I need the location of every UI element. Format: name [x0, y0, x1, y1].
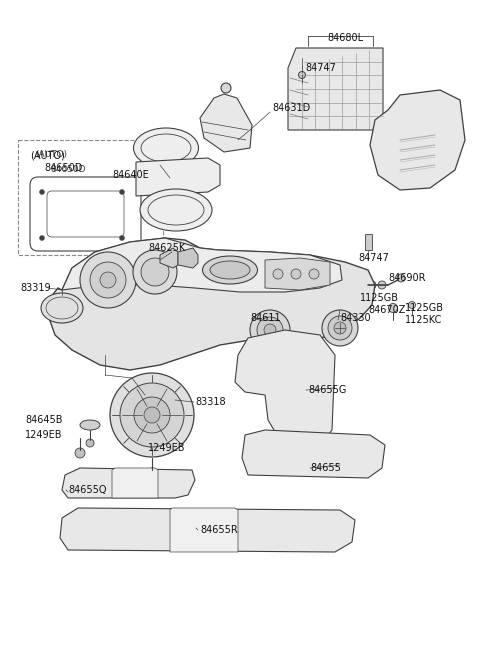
Text: 84747: 84747: [305, 63, 336, 73]
Circle shape: [299, 71, 305, 79]
Circle shape: [408, 301, 416, 309]
Text: 84655: 84655: [310, 463, 341, 473]
Text: 84747: 84747: [358, 253, 389, 263]
Text: 84625K: 84625K: [148, 243, 185, 253]
Circle shape: [221, 83, 231, 93]
Polygon shape: [200, 94, 252, 152]
Ellipse shape: [80, 420, 100, 430]
Circle shape: [120, 236, 124, 240]
Text: (AUTO): (AUTO): [35, 150, 67, 159]
Polygon shape: [160, 248, 178, 268]
Text: 1249EB: 1249EB: [148, 443, 185, 453]
Bar: [365, 234, 372, 250]
Circle shape: [133, 250, 177, 294]
Circle shape: [39, 236, 45, 240]
Circle shape: [328, 316, 352, 340]
Circle shape: [257, 317, 283, 343]
Text: 83318: 83318: [195, 397, 226, 407]
Ellipse shape: [133, 128, 199, 168]
Circle shape: [273, 269, 283, 279]
Circle shape: [309, 269, 319, 279]
Circle shape: [144, 407, 160, 423]
Text: 84330: 84330: [340, 313, 371, 323]
Circle shape: [90, 262, 126, 298]
Text: 1125KC: 1125KC: [405, 315, 443, 325]
Polygon shape: [370, 90, 465, 190]
Text: 84640E: 84640E: [112, 170, 149, 180]
Circle shape: [120, 383, 184, 447]
Circle shape: [80, 252, 136, 308]
Polygon shape: [235, 330, 335, 448]
Polygon shape: [62, 468, 195, 498]
Polygon shape: [60, 508, 355, 552]
Polygon shape: [136, 158, 220, 196]
Polygon shape: [112, 468, 158, 498]
Ellipse shape: [41, 293, 83, 323]
Text: 84680L: 84680L: [327, 33, 363, 43]
Circle shape: [141, 258, 169, 286]
Text: 84645B: 84645B: [25, 415, 62, 425]
Circle shape: [100, 272, 116, 288]
Circle shape: [134, 397, 170, 433]
Text: 84650D: 84650D: [50, 165, 85, 174]
Circle shape: [264, 324, 276, 336]
Text: 84655Q: 84655Q: [68, 485, 107, 495]
Polygon shape: [178, 248, 198, 268]
Text: 84655R: 84655R: [200, 525, 238, 535]
Text: 1125GB: 1125GB: [405, 303, 444, 313]
Text: 84670Z: 84670Z: [368, 305, 406, 315]
Text: 84631D: 84631D: [272, 103, 310, 113]
Polygon shape: [288, 48, 383, 130]
Text: 84650D: 84650D: [44, 163, 83, 173]
Polygon shape: [242, 430, 385, 478]
Circle shape: [39, 189, 45, 195]
Text: 84611: 84611: [250, 313, 281, 323]
Polygon shape: [265, 258, 330, 290]
Ellipse shape: [203, 256, 257, 284]
Circle shape: [75, 448, 85, 458]
Circle shape: [147, 468, 157, 478]
Circle shape: [291, 269, 301, 279]
Text: 1125GB: 1125GB: [360, 293, 399, 303]
Polygon shape: [48, 238, 375, 370]
Circle shape: [378, 281, 386, 289]
Circle shape: [250, 310, 290, 350]
Text: 84655G: 84655G: [308, 385, 347, 395]
Circle shape: [120, 189, 124, 195]
Circle shape: [322, 310, 358, 346]
Circle shape: [110, 373, 194, 457]
Circle shape: [388, 303, 397, 312]
Polygon shape: [62, 238, 342, 292]
Circle shape: [368, 281, 376, 289]
Circle shape: [86, 439, 94, 447]
Ellipse shape: [140, 189, 212, 231]
Circle shape: [397, 274, 405, 282]
Text: (AUTO): (AUTO): [30, 150, 65, 160]
Ellipse shape: [210, 261, 250, 279]
Text: 83319: 83319: [20, 283, 50, 293]
Text: 84690R: 84690R: [388, 273, 425, 283]
Circle shape: [334, 322, 346, 334]
Text: 1249EB: 1249EB: [25, 430, 62, 440]
Polygon shape: [170, 508, 238, 552]
